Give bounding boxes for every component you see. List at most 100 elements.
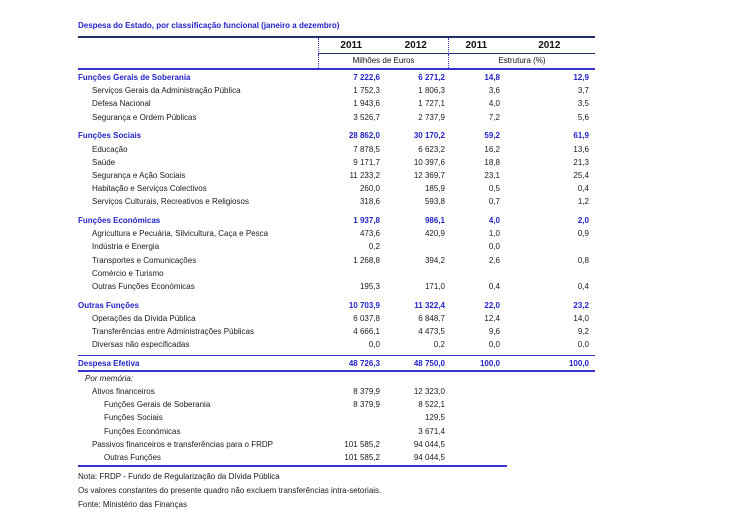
table-title: Despesa do Estado, por classificação fun… bbox=[78, 21, 340, 30]
value-2011-pct: 3,6 bbox=[488, 86, 500, 96]
value-2011-meur: 28 862,0 bbox=[348, 131, 380, 141]
value-2012-meur: 593,8 bbox=[424, 197, 445, 207]
row-label: Funções Sociais bbox=[104, 413, 163, 423]
table-row: Diversas não especificadas 0,0 0,2 0,0 0… bbox=[78, 338, 595, 351]
row-label: Por memória: bbox=[85, 373, 134, 383]
value-2011-meur: 318,6 bbox=[359, 197, 380, 207]
value-2012-meur: 0,2 bbox=[433, 340, 445, 350]
value-2011-meur: 7 222,6 bbox=[353, 73, 380, 83]
header-group-structure: 2011 2012 bbox=[448, 38, 595, 54]
value-2011-pct: 0,7 bbox=[488, 197, 500, 207]
value-2011-meur: 473,6 bbox=[359, 229, 380, 239]
header-group-millions: 2011 2012 bbox=[318, 38, 448, 54]
row-label: Transportes e Comunicações bbox=[92, 255, 197, 265]
value-2012-pct: 13,6 bbox=[573, 144, 589, 154]
row-label: Segurança e Ação Sociais bbox=[92, 170, 186, 180]
table-header: 2011 2012 2011 2012 Milhões de Euros Est… bbox=[78, 36, 595, 70]
value-2011-pct: 1,0 bbox=[488, 229, 500, 239]
value-2012-pct: 5,6 bbox=[577, 112, 589, 122]
value-2011-meur: 1 268,8 bbox=[353, 255, 380, 265]
row-label: Outras Funções bbox=[104, 452, 161, 462]
value-2012-meur: 12 369,7 bbox=[413, 170, 445, 180]
value-2011-pct: 23,1 bbox=[484, 170, 500, 180]
table-row: Agricultura e Pecuária, Silvicultura, Ca… bbox=[78, 227, 595, 240]
value-2011-meur: 4 666,1 bbox=[353, 326, 380, 336]
value-2012-meur: 2 737,9 bbox=[418, 112, 445, 122]
header-year-2011-pct: 2011 bbox=[465, 39, 488, 51]
value-2012-meur: 6 271,2 bbox=[418, 73, 445, 83]
row-label: Passivos financeiros e transferências pa… bbox=[92, 439, 273, 449]
value-2012-pct: 21,3 bbox=[573, 157, 589, 167]
footnote-frdp: Nota: FRDP - Fundo de Regularização da D… bbox=[78, 472, 280, 482]
header-units-row: Milhões de Euros Estrutura (%) bbox=[78, 54, 595, 68]
value-2012-meur: 11 322,4 bbox=[414, 300, 445, 310]
row-label: Comércio e Turismo bbox=[92, 268, 164, 278]
table-row: Funções Sociais 28 862,0 30 170,2 59,2 6… bbox=[78, 129, 595, 142]
row-label: Ativos financeiros bbox=[92, 387, 155, 397]
expenditure-table: 2011 2012 2011 2012 Milhões de Euros Est… bbox=[78, 36, 595, 512]
row-label: Outras Funções bbox=[78, 300, 139, 310]
row-label: Indústria e Energia bbox=[92, 242, 160, 252]
value-2012-pct: 0,9 bbox=[577, 229, 589, 239]
value-2011-meur: 101 585,2 bbox=[344, 452, 380, 462]
value-2011-pct: 12,4 bbox=[484, 313, 500, 323]
value-2012-pct: 12,9 bbox=[573, 73, 589, 83]
table-row: Saúde 9 171,7 10 397,6 18,8 21,3 bbox=[78, 156, 595, 169]
value-2011-meur: 8 379,9 bbox=[353, 387, 380, 397]
row-label: Funções Gerais de Soberania bbox=[78, 73, 191, 83]
header-unit-millions: Milhões de Euros bbox=[318, 54, 448, 68]
value-2012-meur: 12 323,0 bbox=[413, 387, 445, 397]
value-2011-pct: 0,0 bbox=[488, 340, 500, 350]
value-2011-pct: 7,2 bbox=[488, 112, 500, 122]
header-year-2012-pct: 2012 bbox=[538, 39, 561, 51]
value-2012-meur: 394,2 bbox=[424, 255, 445, 265]
value-2012-pct: 0,4 bbox=[577, 281, 589, 291]
row-label: Serviços Gerais da Administração Pública bbox=[92, 86, 241, 96]
value-2012-pct: 3,7 bbox=[577, 86, 589, 96]
table-row: Outras Funções 101 585,2 94 044,5 bbox=[78, 451, 595, 464]
row-label: Diversas não especificadas bbox=[92, 340, 190, 350]
value-2011-pct: 18,8 bbox=[484, 157, 500, 167]
table-row: Serviços Gerais da Administração Pública… bbox=[78, 84, 595, 97]
table-row: Por memória: bbox=[78, 372, 595, 385]
footnote-source: Fonte: Ministério das Finanças bbox=[78, 500, 187, 510]
row-label: Serviços Culturais, Recreativos e Religi… bbox=[92, 197, 249, 207]
value-2012-meur: 171,0 bbox=[424, 281, 445, 291]
table-row: Educação 7 878,5 6 623,2 16,2 13,6 bbox=[78, 142, 595, 155]
value-2012-pct: 0,4 bbox=[577, 184, 589, 194]
value-2011-meur: 11 233,2 bbox=[349, 170, 380, 180]
row-label: Saúde bbox=[92, 157, 116, 167]
value-2012-meur: 94 044,5 bbox=[413, 452, 445, 462]
header-label-spacer bbox=[78, 38, 318, 54]
header-year-2011-meur: 2011 bbox=[340, 39, 363, 51]
value-2011-pct: 16,2 bbox=[484, 144, 500, 154]
header-year-2012-meur: 2012 bbox=[404, 39, 427, 51]
row-label: Funções Económicas bbox=[104, 426, 181, 436]
value-2011-pct: 22,0 bbox=[484, 300, 500, 310]
table-row: Serviços Culturais, Recreativos e Religi… bbox=[78, 195, 595, 208]
row-label: Despesa Efetiva bbox=[78, 358, 140, 368]
value-2011-pct: 0,0 bbox=[488, 242, 500, 252]
value-2012-meur: 420,9 bbox=[424, 229, 445, 239]
row-label: Funções Económicas bbox=[78, 215, 161, 225]
value-2011-pct: 4,0 bbox=[488, 99, 500, 109]
value-2012-pct: 100,0 bbox=[568, 358, 589, 368]
row-label: Funções Sociais bbox=[78, 131, 142, 141]
value-2012-meur: 6 848,7 bbox=[418, 313, 445, 323]
value-2011-meur: 0,2 bbox=[368, 242, 380, 252]
table-row: Funções Económicas 1 937,8 986,1 4,0 2,0 bbox=[78, 214, 595, 227]
value-2011-meur: 48 726,3 bbox=[348, 358, 380, 368]
table-row: Segurança e Ordem Públicas 3 526,7 2 737… bbox=[78, 111, 595, 124]
header-label-spacer bbox=[78, 54, 318, 68]
table-row: Passivos financeiros e transferências pa… bbox=[78, 438, 595, 451]
value-2011-meur: 8 379,9 bbox=[353, 400, 380, 410]
table-row: Transferências entre Administrações Públ… bbox=[78, 325, 595, 338]
row-label: Defesa Nacional bbox=[92, 99, 151, 109]
table-row: Outras Funções Económicas 195,3 171,0 0,… bbox=[78, 280, 595, 293]
table-row: Funções Gerais de Soberania 7 222,6 6 27… bbox=[78, 71, 595, 84]
expenditure-report: Despesa do Estado, por classificação fun… bbox=[78, 21, 595, 512]
table-row: Ativos financeiros 8 379,9 12 323,0 bbox=[78, 385, 595, 398]
value-2012-meur: 986,1 bbox=[424, 215, 445, 225]
value-2012-meur: 4 473,5 bbox=[418, 326, 445, 336]
table-row: Outras Funções 10 703,9 11 322,4 22,0 23… bbox=[78, 299, 595, 312]
